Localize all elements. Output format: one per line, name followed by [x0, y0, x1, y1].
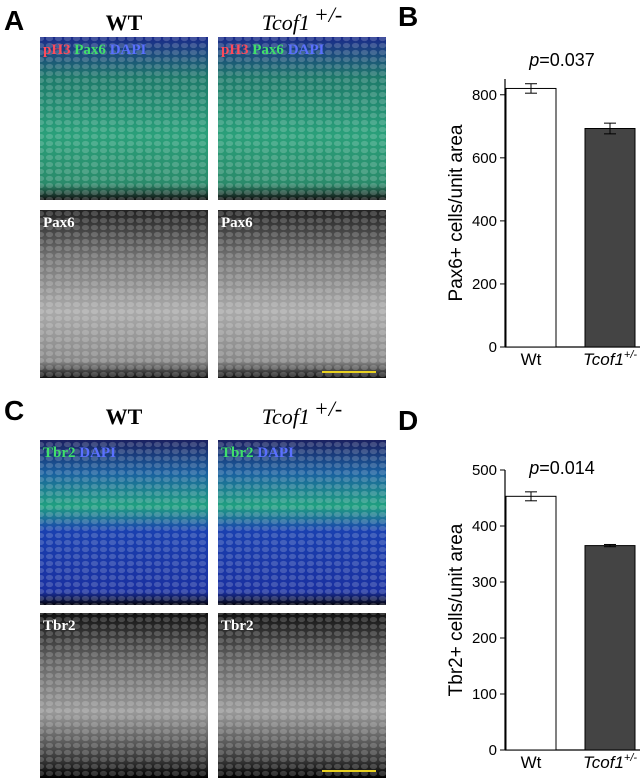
column-title: WT [106, 10, 143, 35]
y-tick-label: 200 [472, 630, 497, 647]
panel-label: C [4, 395, 24, 426]
bar-chart: p=0.037 Pax6+ cells/unit area 0 200 400 600 80… [446, 50, 640, 369]
bar [505, 495, 557, 751]
y-tick-label: 800 [472, 87, 497, 104]
bar [584, 545, 636, 751]
category-superscript: +/- [624, 752, 637, 764]
column-title: WT [106, 404, 143, 429]
category: Tcof1 [583, 350, 624, 369]
chart-title: p=0.037 [528, 50, 595, 70]
x-tick-label: Tcof1+/- [583, 752, 637, 772]
image-texture [40, 37, 208, 200]
stain-label: Pax6 [221, 215, 253, 231]
x-tick-label: Tcof1+/- [583, 349, 637, 369]
y-tick-label: 300 [472, 574, 497, 591]
y-tick-label: 200 [472, 276, 497, 293]
category: Tcof1 [583, 753, 624, 772]
title-italic: p [528, 50, 539, 70]
image-texture [40, 613, 208, 778]
image-texture [40, 440, 208, 605]
y-axis-label: Pax6+ cells/unit area [446, 124, 467, 301]
image-texture [218, 37, 386, 200]
y-tick-label: 500 [472, 462, 497, 479]
title-text: =0.014 [539, 458, 595, 478]
image-texture [218, 210, 386, 378]
panel-label: B [398, 1, 418, 32]
image-texture [218, 613, 386, 778]
y-tick-label: 400 [472, 213, 497, 230]
stain-label: pH3 Pax6 DAPI [43, 42, 147, 58]
bar [584, 128, 636, 348]
image-texture [40, 210, 208, 378]
title-italic: p [528, 458, 539, 478]
stain-label: Tbr2 [43, 618, 76, 634]
chart-title: p=0.014 [528, 458, 595, 478]
category: Wt [521, 753, 542, 772]
panel-label: D [398, 405, 418, 436]
x-tick-label: Wt [521, 350, 542, 369]
y-tick-label: 100 [472, 686, 497, 703]
stain-label: Pax6 [43, 215, 75, 231]
column-title: Tcof1 +/- [262, 396, 342, 429]
panel-label: A [4, 5, 24, 36]
category: Wt [521, 350, 542, 369]
y-tick-label: 0 [489, 742, 497, 759]
micrographs [40, 37, 386, 778]
stain-label: Tbr2 [221, 618, 254, 634]
category-superscript: +/- [624, 349, 637, 361]
y-axis-label: Tbr2+ cells/unit area [446, 523, 467, 696]
y-tick-label: 0 [489, 339, 497, 356]
title-text: =0.037 [539, 50, 595, 70]
bar-chart: p=0.014 Tbr2+ cells/unit area 0 100 200 300 40… [446, 458, 640, 772]
stain-label: Tbr2 DAPI [221, 445, 294, 461]
image-texture [218, 440, 386, 605]
column-title: Tcof1 +/- [262, 2, 342, 35]
y-tick-label: 400 [472, 518, 497, 535]
stain-label: pH3 Pax6 DAPI [221, 42, 325, 58]
stain-label: Tbr2 DAPI [43, 445, 116, 461]
y-tick-label: 600 [472, 150, 497, 167]
x-tick-label: Wt [521, 753, 542, 772]
bar [505, 87, 557, 348]
